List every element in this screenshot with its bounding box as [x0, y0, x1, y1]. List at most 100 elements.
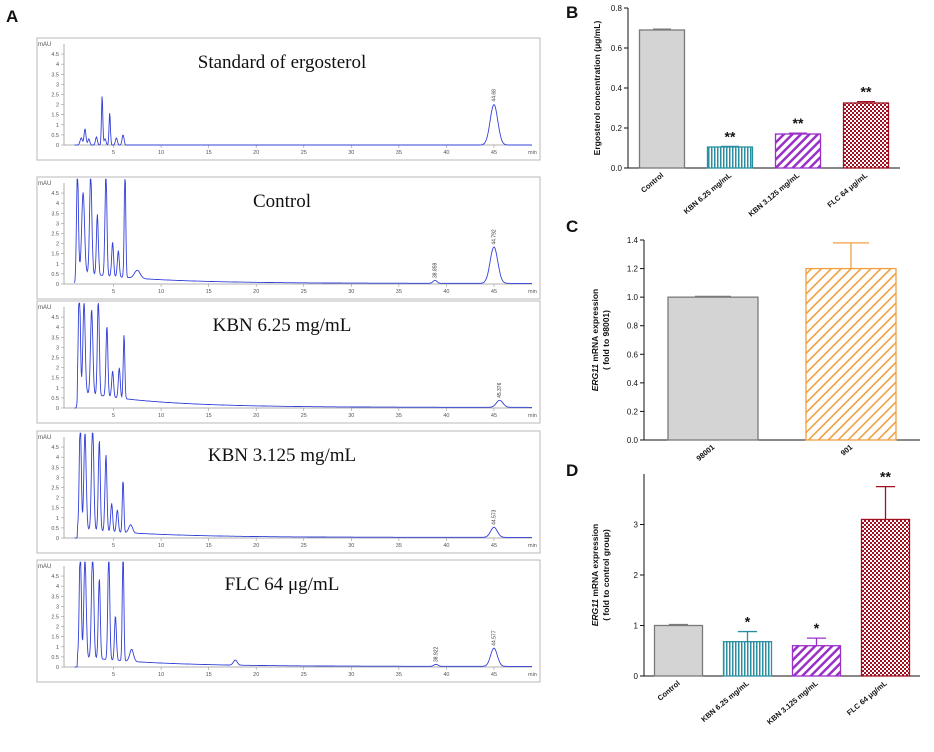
y-tick-label: 0	[56, 406, 59, 412]
y-axis-label-gene: ERG11	[590, 364, 600, 392]
category-label: 98001	[695, 443, 717, 463]
chromatogram-title: KBN 3.125 mg/mL	[208, 445, 356, 466]
peak-label: 45.376	[497, 382, 503, 398]
peak-label: 38.859	[432, 262, 438, 278]
y-unit-label: mAU	[38, 564, 51, 570]
x-tick-label: 10	[158, 543, 164, 549]
y-tick-label: 0.5	[51, 526, 59, 532]
x-tick-label: 35	[396, 672, 402, 678]
y-tick-label: 2	[56, 625, 59, 631]
x-tick-label: 35	[396, 413, 402, 419]
bar	[791, 645, 842, 677]
significance-marker: **	[880, 469, 891, 485]
x-tick-label: 15	[206, 413, 212, 419]
y-tick-label: 2.5	[51, 231, 59, 237]
bar	[706, 146, 754, 169]
y-tick-label: 0	[56, 536, 59, 542]
panel-d-bar-chart: 0 1 2 3 Control * KBN 6.25 mg/mL * KBN 3.125 mg/…	[590, 469, 920, 727]
chromatogram-frame	[36, 300, 541, 424]
x-unit-label: min	[528, 289, 537, 295]
x-tick-label: 15	[206, 150, 212, 156]
peak-label: 44.792	[491, 229, 497, 245]
y-tick-label: 2.5	[51, 355, 59, 361]
x-tick-label: 45	[491, 672, 497, 678]
x-unit-label: min	[528, 413, 537, 419]
category-label: 901	[839, 443, 854, 458]
y-tick-label: 2	[56, 496, 59, 502]
y-tick-label: 2.5	[51, 485, 59, 491]
y-tick-label: 2.5	[51, 614, 59, 620]
y-tick-label: 1.5	[51, 635, 59, 641]
y-tick-label: 1.5	[51, 506, 59, 512]
y-tick-label: 4.5	[51, 315, 59, 321]
chromatogram-title: Control	[253, 191, 311, 212]
y-axis-label: ERG11 mRNA expression	[590, 289, 600, 392]
y-axis-label: ERG11 mRNA expression	[590, 524, 600, 627]
x-tick-label: 10	[158, 289, 164, 295]
chromatogram-frame	[36, 176, 541, 300]
panel-letter-c: C	[566, 217, 578, 236]
category-label: Control	[656, 679, 682, 703]
bar	[667, 296, 759, 441]
y-tick-label: 3.5	[51, 335, 59, 341]
x-tick-label: 5	[112, 150, 115, 156]
x-tick-label: 40	[443, 289, 449, 295]
category-label: KBN 3.125 mg/mL	[765, 678, 820, 726]
x-tick-label: 35	[396, 150, 402, 156]
bar	[722, 641, 773, 677]
y-tick-label: 4	[56, 584, 59, 590]
y-tick-label: 0.5	[51, 655, 59, 661]
chromatogram-frame	[36, 430, 541, 554]
chromatogram-frame	[36, 37, 541, 161]
y-tick-label: 3.5	[51, 594, 59, 600]
y-tick-label: 0.2	[627, 407, 639, 416]
category-label: Control	[639, 171, 665, 195]
x-tick-label: 5	[112, 543, 115, 549]
y-tick-label: 1	[56, 386, 59, 392]
y-tick-label: 1.5	[51, 376, 59, 382]
y-tick-label: 1	[634, 622, 639, 631]
bar	[653, 624, 704, 677]
y-tick-label: 0.2	[611, 124, 623, 133]
y-tick-label: 3	[56, 475, 59, 481]
y-tick-label: 1.5	[51, 252, 59, 258]
y-tick-label: 4	[56, 62, 59, 68]
chromatogram-5: mAU 0 0.5 1 1.5 2 2.5 3 3.5 4 4.5 5 10 15 20 25 30 35 40 45…	[36, 559, 541, 683]
significance-marker: **	[861, 84, 872, 100]
y-tick-label: 0.0	[627, 436, 639, 445]
y-tick-label: 4	[56, 201, 59, 207]
x-unit-label: min	[528, 543, 537, 549]
y-tick-label: 4.5	[51, 52, 59, 58]
y-tick-label: 0.5	[51, 272, 59, 278]
x-tick-label: 20	[253, 413, 259, 419]
y-tick-label: 4	[56, 325, 59, 331]
bar	[638, 29, 686, 169]
x-tick-label: 25	[301, 543, 307, 549]
y-tick-label: 0.4	[627, 379, 639, 388]
significance-marker: *	[814, 620, 820, 636]
x-unit-label: min	[528, 150, 537, 156]
x-tick-label: 20	[253, 150, 259, 156]
x-tick-label: 10	[158, 672, 164, 678]
y-tick-label: 0.6	[611, 44, 623, 53]
panel-letter-b: B	[566, 3, 578, 22]
x-unit-label: min	[528, 672, 537, 678]
y-tick-label: 1	[56, 123, 59, 129]
y-tick-label: 2	[56, 242, 59, 248]
x-tick-label: 10	[158, 413, 164, 419]
x-tick-label: 30	[348, 413, 354, 419]
chromatogram-1: mAU 0 0.5 1 1.5 2 2.5 3 3.5 4 4.5 5 10 15 20 25 30 35 40 45…	[36, 37, 541, 161]
x-tick-label: 30	[348, 150, 354, 156]
y-tick-label: 4.5	[51, 191, 59, 197]
panel-b-bar-chart: 0.0 0.2 0.4 0.6 0.8 Control ** KBN 6.25 mg/mL **…	[592, 4, 900, 219]
chromatogram-title: KBN 6.25 mg/mL	[213, 315, 352, 336]
panel-letter-a: A	[6, 7, 18, 26]
x-tick-label: 25	[301, 150, 307, 156]
x-tick-label: 15	[206, 543, 212, 549]
x-tick-label: 15	[206, 289, 212, 295]
x-tick-label: 45	[491, 289, 497, 295]
x-tick-label: 25	[301, 289, 307, 295]
y-unit-label: mAU	[38, 42, 51, 48]
chromatogram-4: mAU 0 0.5 1 1.5 2 2.5 3 3.5 4 4.5 5 10 15 20 25 30 35 40 45…	[36, 430, 541, 554]
